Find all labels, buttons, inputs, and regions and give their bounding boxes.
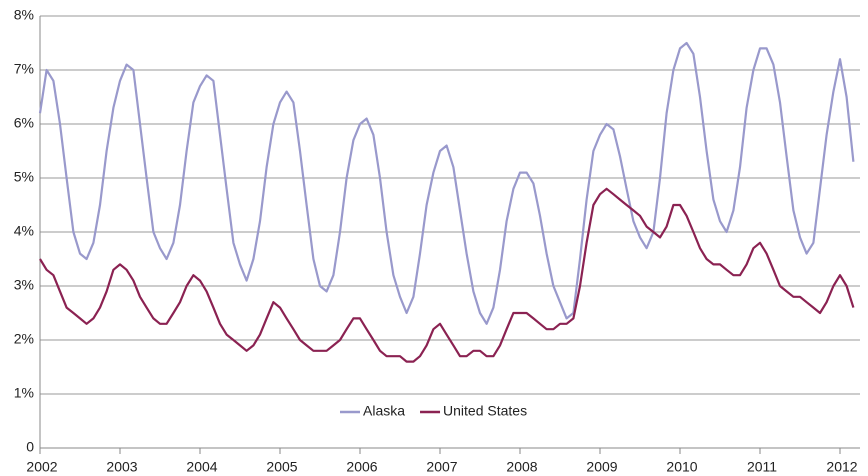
y-tick-label: 6% <box>14 115 34 131</box>
x-tick-label: 2012 <box>826 459 857 475</box>
x-tick-label: 2009 <box>586 459 617 475</box>
legend-label: United States <box>443 403 527 419</box>
y-tick-label: 7% <box>14 61 34 77</box>
x-tick-label: 2010 <box>666 459 697 475</box>
x-tick-label: 2002 <box>26 459 57 475</box>
x-tick-label: 2005 <box>266 459 297 475</box>
y-tick-label: 2% <box>14 331 34 347</box>
x-tick-label: 2007 <box>426 459 457 475</box>
y-tick-label: 3% <box>14 277 34 293</box>
y-tick-label: 8% <box>14 7 34 23</box>
x-tick-label: 2011 <box>747 459 777 475</box>
legend-label: Alaska <box>363 403 405 419</box>
y-tick-label: 4% <box>14 223 34 239</box>
x-tick-label: 2003 <box>106 459 137 475</box>
x-tick-label: 2008 <box>506 459 537 475</box>
series-line <box>38 41 855 325</box>
x-tick-label: 2004 <box>186 459 217 475</box>
y-tick-label: 1% <box>14 385 34 401</box>
x-tick-label: 2006 <box>346 459 377 475</box>
series-line <box>39 187 855 363</box>
y-tick-label: 5% <box>14 169 34 185</box>
y-tick-label: 0 <box>26 439 34 455</box>
